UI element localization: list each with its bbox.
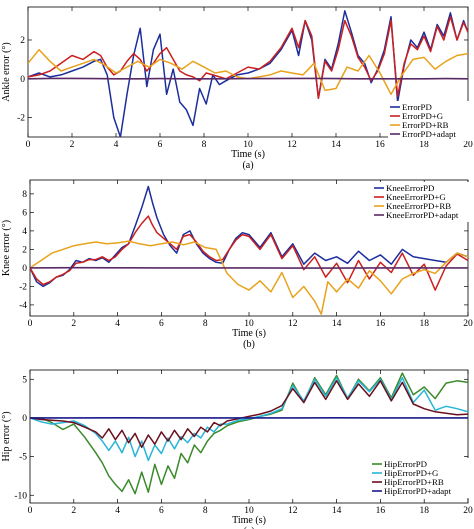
legend-entry: ErrorPD+G [402,111,444,121]
y-tick-label: -5 [19,453,27,463]
x-tick-label: 12 [288,506,298,516]
y-tick-label: 0 [22,414,27,424]
legend-entry: ErrorPD+adapt [402,129,456,139]
panel-label: (b) [243,339,255,350]
x-tick-label: 14 [331,140,341,150]
panel-label: (c) [243,526,254,529]
y-tick-label: -2 [17,114,25,124]
y-tick-label: 4 [22,227,27,237]
x-tick-label: 12 [287,140,297,150]
x-tick-label: 16 [375,140,385,150]
y-axis-label: Ankle error (°) [1,42,12,102]
x-tick-label: 20 [463,140,473,150]
series-line-1 [30,372,468,495]
x-tick-label: 14 [332,319,342,329]
x-tick-label: 8 [202,140,207,150]
x-tick-label: 4 [114,140,119,150]
x-tick-label: 4 [115,506,120,516]
y-tick-label: -10 [14,491,27,501]
x-tick-label: 12 [288,319,298,329]
series-line-2 [30,215,468,291]
chart-panel-3: 0 2 4 6 8 10 12 14 16 18 20 -10 -5 0 5 Time (s)(c) Hip e… [1,369,474,529]
y-axis-label: Knee error (°) [1,220,12,276]
y-tick-label: 2 [22,245,27,255]
legend-box [370,458,474,498]
x-axis-label: Time (s) [232,515,266,526]
x-tick-label: 0 [28,506,33,516]
x-tick-label: 6 [159,319,164,329]
chart-panel-2: 0 2 4 6 8 10 12 14 16 18 20 -4 -2 0 2 4 6 8 Time (s)(b) Kne… [1,179,473,350]
x-tick-label: 2 [71,506,76,516]
series-line-3 [30,380,468,449]
legend-entry: ErrorPD [402,102,432,112]
x-tick-label: 16 [376,506,386,516]
series-line-2 [30,376,468,462]
y-axis-label: Hip error (°) [1,411,12,461]
legend-entry: KneeErrorPD+G [386,192,446,202]
legend-entry: HipErrorPD+RB [384,477,444,487]
x-tick-label: 10 [244,319,254,329]
x-tick-label: 14 [332,506,342,516]
legend: HipErrorPDHipErrorPD+GHipErrorPD+RBHipEr… [370,458,474,498]
x-tick-label: 10 [243,140,253,150]
x-tick-label: 0 [26,140,31,150]
legend-box [388,101,472,141]
x-tick-label: 8 [203,319,208,329]
legend-entry: HipErrorPD [384,459,427,469]
x-tick-label: 18 [419,506,429,516]
panel-label: (a) [242,160,253,171]
x-axis-label: Time (s) [231,149,265,160]
legend: KneeErrorPDKneeErrorPD+GKneeErrorPD+RBKn… [372,182,472,222]
chart-panel-1: 0 2 4 6 8 10 12 14 16 18 20 -2 0 2 Time (s)(a) Ankle er… [1,6,473,171]
y-tick-label: -2 [19,282,27,292]
x-tick-label: 2 [71,319,76,329]
x-tick-label: 0 [28,319,33,329]
y-tick-label: 5 [22,375,27,385]
legend-entry: KneeErrorPD [386,183,434,193]
legend-entry: KneeErrorPD+RB [386,201,451,211]
legend-entry: HipErrorPD+adapt [384,486,452,496]
y-tick-label: 0 [20,75,25,85]
x-tick-label: 20 [463,319,473,329]
legend-box [372,182,472,222]
x-tick-label: 2 [70,140,75,150]
x-tick-label: 18 [419,319,429,329]
y-tick-label: -4 [19,301,27,311]
x-tick-label: 16 [376,319,386,329]
x-tick-label: 4 [115,319,120,329]
x-tick-label: 6 [159,506,164,516]
y-tick-label: 6 [22,208,27,218]
y-tick-label: 0 [22,264,27,274]
x-tick-label: 8 [203,506,208,516]
series-line-2 [28,15,468,99]
x-tick-label: 18 [419,140,429,150]
y-tick-label: 2 [20,36,25,46]
x-tick-label: 6 [158,140,163,150]
legend-entry: ErrorPD+RB [402,120,449,130]
series-line-1 [30,185,468,288]
x-axis-label: Time (s) [232,328,266,339]
series-line-3 [30,240,468,315]
x-tick-label: 20 [463,506,473,516]
y-tick-label: 8 [22,190,27,200]
legend-entry: HipErrorPD+G [384,468,439,478]
x-tick-label: 10 [244,506,254,516]
legend-entry: KneeErrorPD+adapt [386,210,459,220]
